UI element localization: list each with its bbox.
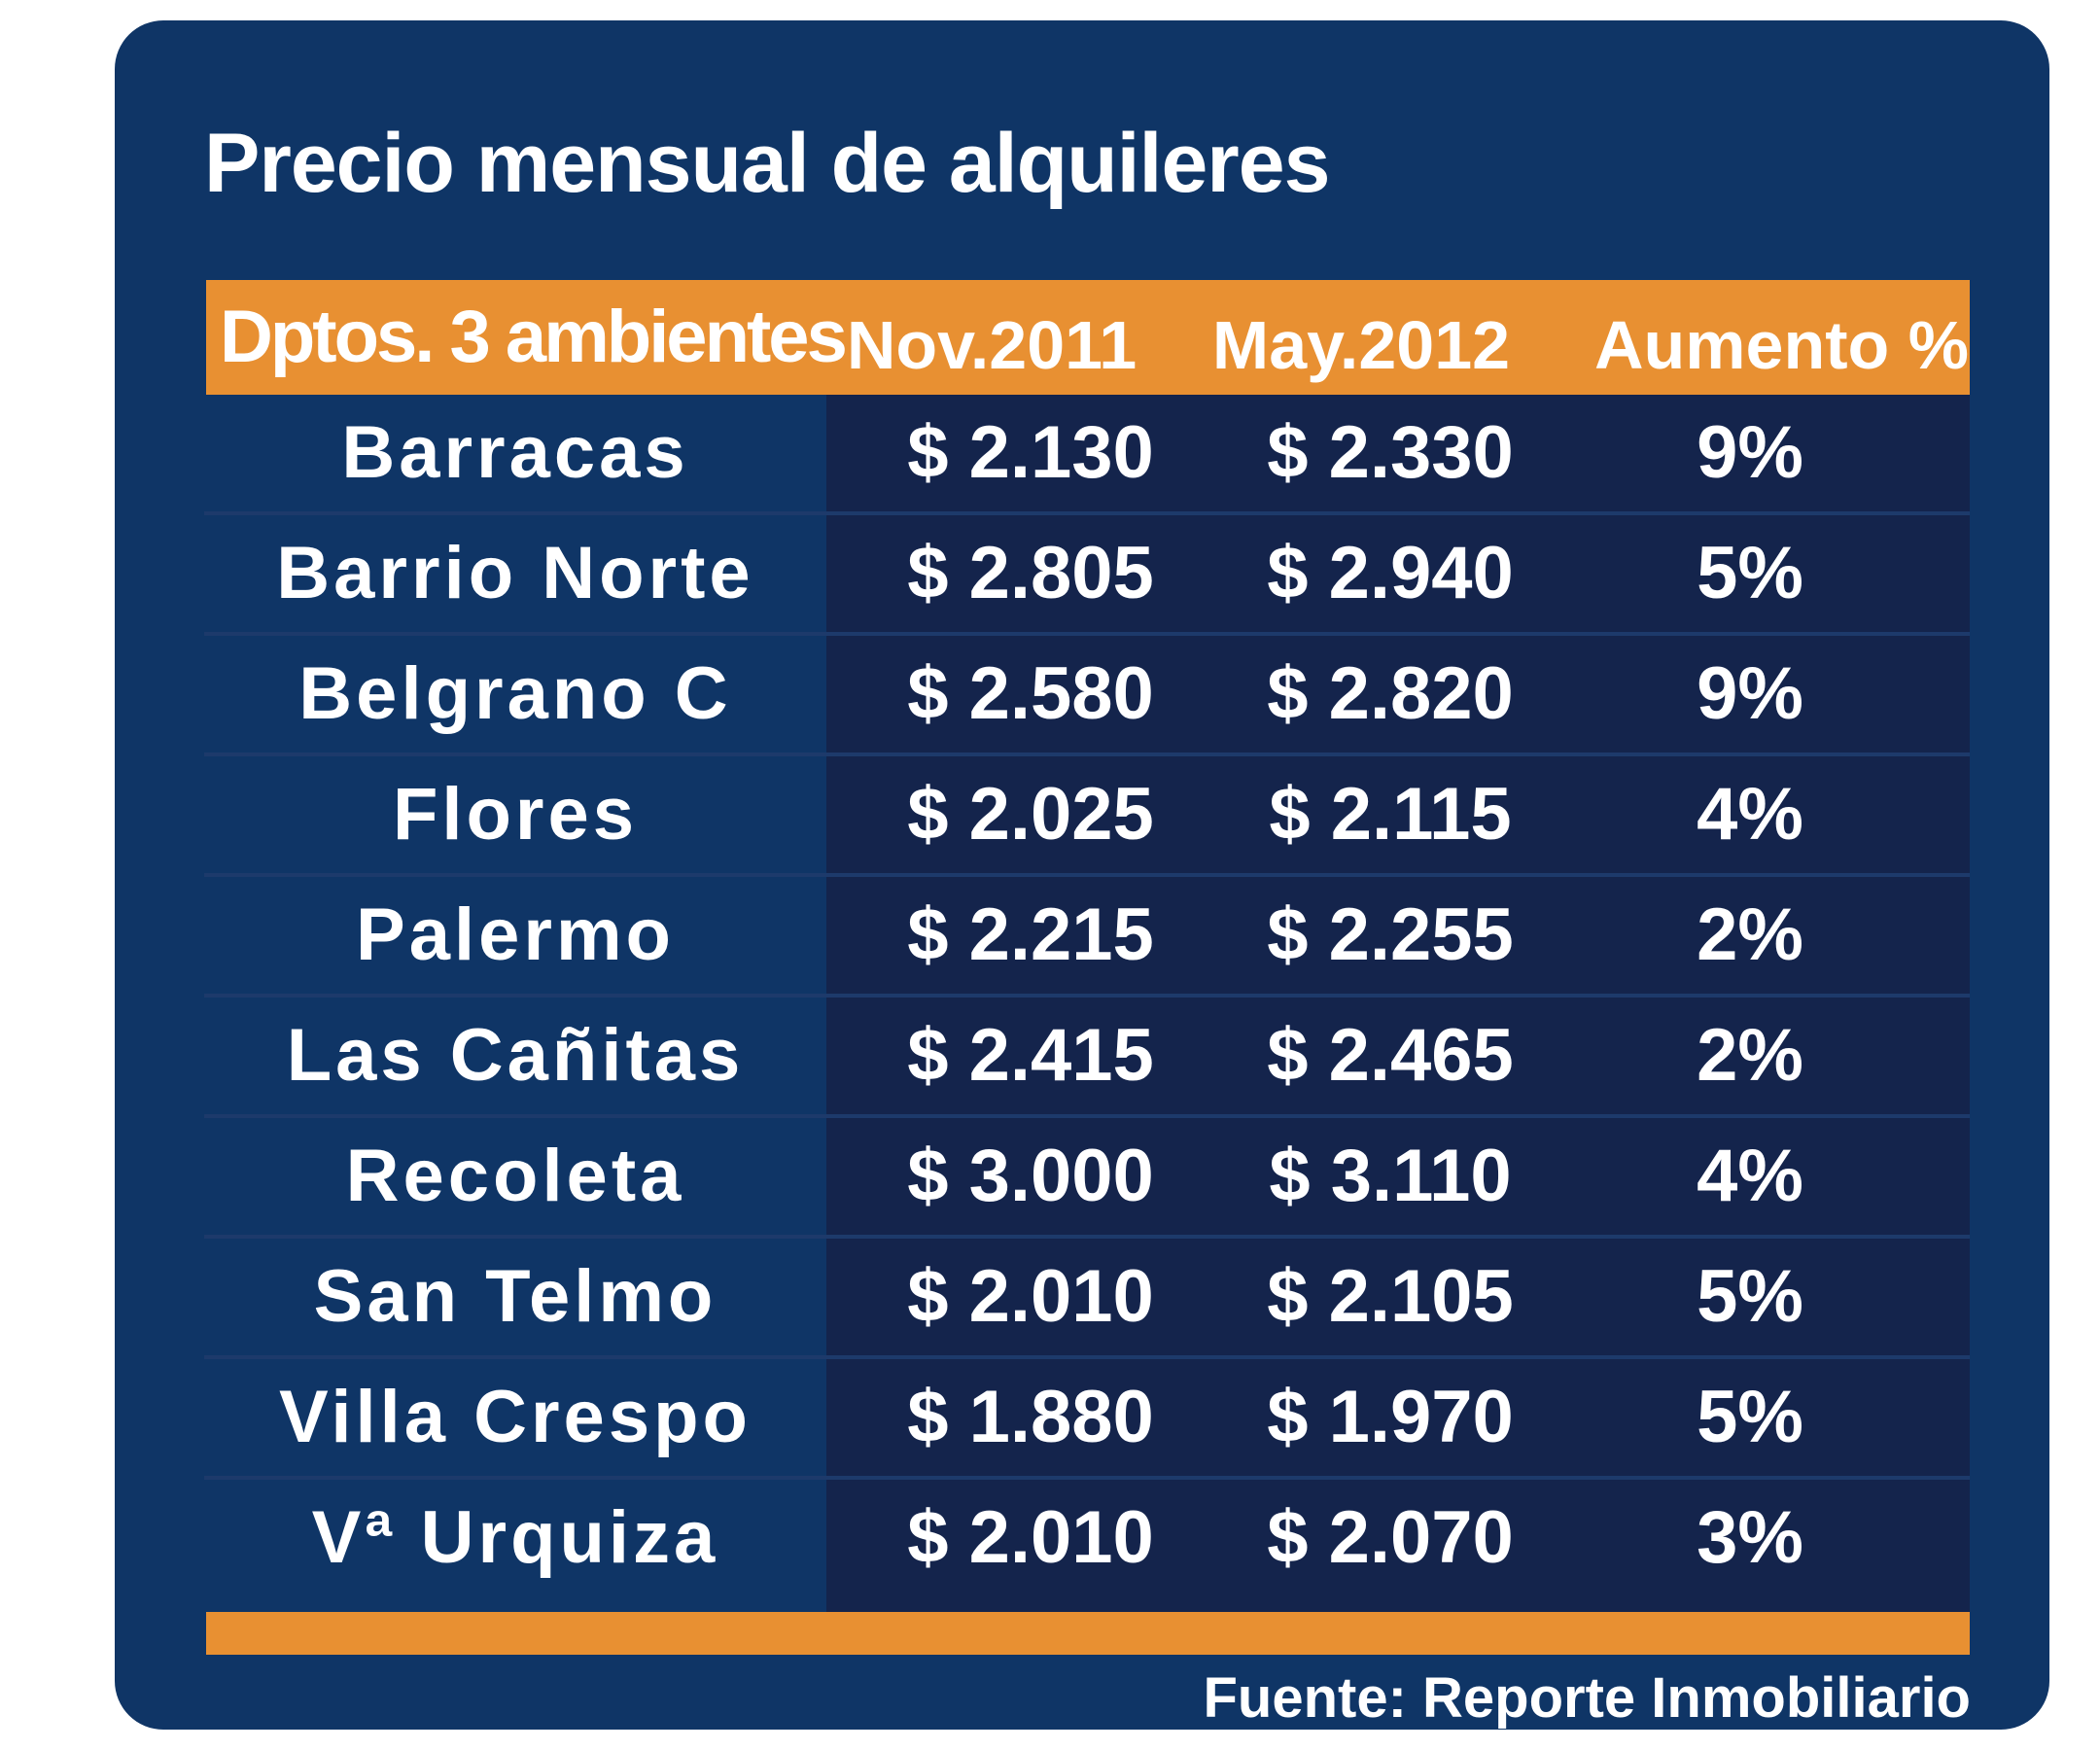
cell-nov-2011: $ 2.010 [907, 1255, 1154, 1338]
cell-nov-2011: $ 1.880 [907, 1376, 1154, 1458]
cell-nov-2011: $ 2.805 [907, 532, 1154, 614]
cell-neighborhood: Villa Crespo [279, 1376, 752, 1458]
cell-increase: 2% [1697, 893, 1803, 976]
cell-neighborhood: Barrio Norte [276, 532, 754, 614]
table-row: Recoleta $ 3.000 $ 3.110 4% [204, 1118, 1970, 1239]
cell-may-2012: $ 2.940 [1267, 532, 1514, 614]
cell-increase: 9% [1697, 411, 1803, 494]
cell-increase: 4% [1697, 1135, 1803, 1217]
table-row: Palermo $ 2.215 $ 2.255 2% [204, 877, 1970, 998]
column-header-may-2012: May.2012 [1211, 307, 1511, 383]
cell-neighborhood: Recoleta [345, 1135, 685, 1217]
cell-neighborhood: Las Cañitas [286, 1014, 745, 1097]
table-body: Barracas $ 2.130 $ 2.330 9% Barrio Norte $ 2.… [204, 395, 1970, 1600]
table-row: Barrio Norte $ 2.805 $ 2.940 5% [204, 515, 1970, 636]
page-title: Precio mensual de alquileres [204, 117, 1330, 210]
cell-may-2012: $ 3.110 [1269, 1135, 1512, 1217]
cell-may-2012: $ 2.070 [1267, 1496, 1514, 1579]
cell-may-2012: $ 2.330 [1267, 411, 1514, 494]
table-row: Las Cañitas $ 2.415 $ 2.465 2% [204, 998, 1970, 1118]
cell-increase: 5% [1697, 532, 1803, 614]
cell-nov-2011: $ 2.215 [907, 893, 1154, 976]
column-header-neighborhood: Dptos. 3 ambientes [220, 296, 848, 378]
cell-increase: 9% [1697, 652, 1803, 735]
values-panel [826, 395, 1970, 1612]
cell-increase: 5% [1697, 1376, 1803, 1458]
table-footer-band [206, 1612, 1970, 1655]
table-row: Flores $ 2.025 $ 2.115 4% [204, 756, 1970, 877]
cell-neighborhood: San Telmo [313, 1255, 718, 1338]
cell-neighborhood: Flores [392, 773, 639, 856]
cell-increase: 2% [1697, 1014, 1803, 1097]
cell-neighborhood: Belgrano C [298, 652, 732, 735]
cell-may-2012: $ 2.115 [1269, 773, 1512, 856]
cell-increase: 5% [1697, 1255, 1803, 1338]
table-row: Belgrano C $ 2.580 $ 2.820 9% [204, 636, 1970, 756]
cell-nov-2011: $ 2.010 [907, 1496, 1154, 1579]
cell-nov-2011: $ 3.000 [907, 1135, 1154, 1217]
table-row: Villa Crespo $ 1.880 $ 1.970 5% [204, 1359, 1970, 1480]
cell-may-2012: $ 2.105 [1267, 1255, 1514, 1338]
source-note: Fuente: Reporte Inmobiliario [1203, 1666, 1972, 1730]
cell-nov-2011: $ 2.580 [907, 652, 1154, 735]
cell-may-2012: $ 1.970 [1267, 1376, 1514, 1458]
column-header-increase: Aumento % [1594, 307, 1969, 383]
table-row: San Telmo $ 2.010 $ 2.105 5% [204, 1239, 1970, 1359]
table-row: Vª Urquiza $ 2.010 $ 2.070 3% [204, 1480, 1970, 1600]
cell-increase: 4% [1697, 773, 1803, 856]
cell-neighborhood: Palermo [356, 893, 675, 976]
cell-may-2012: $ 2.255 [1267, 893, 1514, 976]
cell-neighborhood: Vª Urquiza [311, 1496, 719, 1579]
table-row: Barracas $ 2.130 $ 2.330 9% [204, 395, 1970, 515]
cell-may-2012: $ 2.820 [1267, 652, 1514, 735]
column-header-nov-2011: Nov.2011 [846, 307, 1138, 383]
cell-nov-2011: $ 2.025 [907, 773, 1154, 856]
cell-neighborhood: Barracas [341, 411, 689, 494]
cell-nov-2011: $ 2.130 [907, 411, 1154, 494]
cell-may-2012: $ 2.465 [1267, 1014, 1514, 1097]
cell-increase: 3% [1697, 1496, 1803, 1579]
cell-nov-2011: $ 2.415 [907, 1014, 1154, 1097]
table-header-band [206, 280, 1970, 395]
